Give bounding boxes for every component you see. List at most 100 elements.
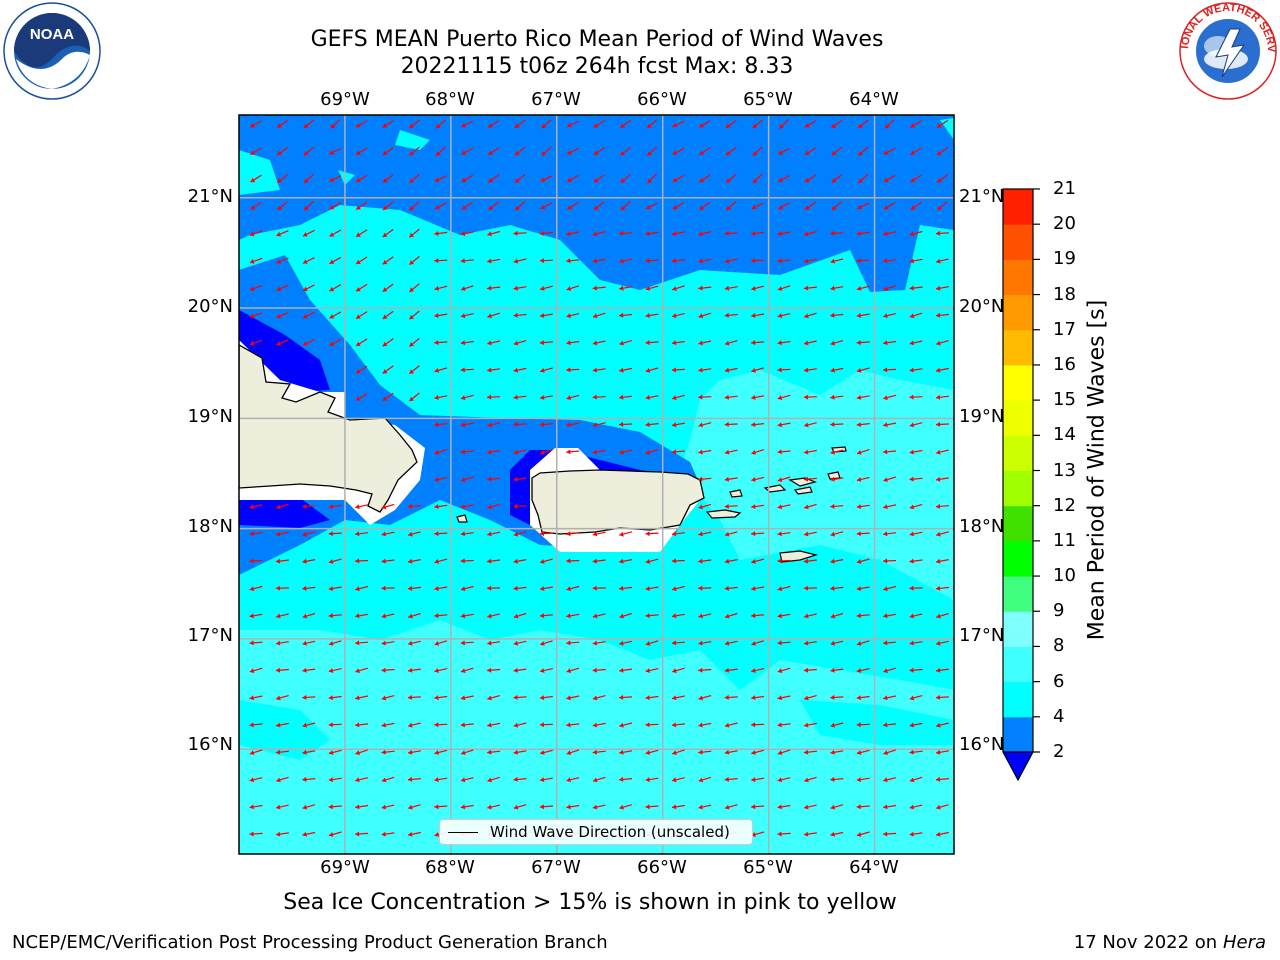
wind-wave-arrowhead [381,695,387,701]
wind-wave-arrowhead [303,314,308,319]
land-mona [456,514,468,523]
lon-label-bottom: 64°W [849,857,899,878]
wind-wave-arrowhead [725,123,731,128]
wind-wave-arrowhead [698,449,703,455]
wind-wave-arrowhead [883,613,888,619]
wind-wave-arrowhead [408,722,413,728]
wind-wave-arrowhead [909,422,915,428]
wind-wave-arrowhead [513,776,518,782]
wind-wave-arrowhead [250,150,256,155]
wind-wave-arrowhead [884,124,890,129]
wind-wave-arrowhead [249,750,255,755]
wind-wave-arrowhead [883,449,888,455]
wind-wave-arrowhead [539,804,545,810]
wind-wave-arrowhead [645,641,651,646]
wind-wave-arrowhead [724,449,730,455]
lon-label-top: 68°W [425,89,475,110]
colorbar-bin [1003,611,1033,647]
wind-wave-arrowhead [804,422,809,428]
wind-wave-arrowhead [909,804,915,810]
wind-wave-arrowhead [936,640,941,646]
wind-wave-arrowhead [751,313,756,318]
wind-wave-arrowhead [856,258,861,264]
wind-wave-arrowhead [276,313,282,319]
wind-wave-arrowhead [382,369,388,374]
wind-wave-arrowhead [540,395,545,400]
wind-wave-arrowhead [804,777,809,783]
wind-wave-arrowhead [276,613,281,619]
wind-wave-arrowhead [566,640,571,646]
wind-wave-arrowhead [751,231,756,236]
wind-wave-arrowhead [751,477,756,482]
wind-wave-arrowhead [619,804,624,810]
wind-wave-arrowhead [778,177,783,182]
wind-wave-arrowhead [724,230,729,236]
wind-wave-vectors [249,118,949,837]
wind-wave-arrowhead [777,286,783,291]
wind-wave-arrowhead [647,151,652,156]
wind-wave-arrowhead [909,585,914,591]
wind-wave-arrowhead [856,750,862,755]
colorbar-tick-label: 12 [1053,494,1076,516]
wind-wave-arrowhead [777,722,782,728]
wind-wave-arrowhead [355,804,360,810]
wind-wave-arrowhead [936,531,941,537]
wind-wave-arrowhead [909,695,915,701]
wind-wave-arrowhead [513,640,519,646]
wind-wave-arrowhead [460,586,466,592]
wind-wave-arrowhead [830,285,835,291]
wind-wave-arrowhead [830,312,835,318]
lon-label-top: 64°W [849,89,899,110]
wind-wave-arrowhead [830,749,835,755]
wind-wave-arrowhead [883,668,888,674]
wind-wave-arrowhead [619,749,624,755]
wind-wave-arrowhead [724,585,729,591]
wind-wave-arrowhead [672,177,678,182]
wind-wave-arrowhead [804,449,809,455]
lat-label-left: 20°N [187,296,233,317]
wind-wave-arrowhead [356,150,361,155]
wind-wave-arrowhead [434,586,439,591]
wind-wave-arrowhead [699,205,705,210]
wind-wave-arrowhead [328,531,333,537]
wind-wave-arrowhead [909,285,914,291]
wind-wave-arrowhead [619,285,624,291]
wind-wave-arrowhead [513,258,519,264]
wind-wave-arrowhead [804,123,810,128]
wind-wave-arrowhead [778,205,784,210]
lat-label-right: 18°N [959,516,1005,537]
wind-wave-arrowhead [830,585,835,591]
wind-wave-arrowhead [751,340,756,346]
wind-wave-arrowhead [592,394,597,400]
wind-wave-arrowhead [830,367,835,373]
wind-wave-arrowhead [276,722,281,728]
wind-wave-arrowhead [751,450,756,455]
wind-wave-arrowhead [804,231,809,237]
wind-wave-arrowhead [830,230,835,236]
wind-wave-arrowhead [513,285,518,291]
wind-wave-arrowhead [936,749,941,755]
wind-wave-arrowhead [277,205,283,210]
wind-wave-arrowhead [647,178,652,184]
wind-wave-arrowhead [724,531,730,537]
wind-wave-arrowhead [698,367,703,373]
wind-wave-arrowhead [540,586,545,591]
wind-wave-arrowhead [830,640,835,646]
wind-wave-arrowhead [487,613,492,619]
wind-wave-arrowhead [436,123,441,129]
wind-wave-arrowhead [592,340,598,346]
wind-wave-arrowhead [355,831,360,837]
wind-wave-arrowhead [883,831,888,837]
wind-wave-arrowhead [752,123,758,129]
wind-wave-arrowhead [276,831,281,837]
wind-wave-arrowhead [857,450,862,455]
wind-wave-arrowhead [275,558,281,564]
wind-wave-arrowhead [645,422,650,428]
wind-wave-arrowhead [355,586,360,592]
wind-wave-arrowhead [303,123,309,129]
lat-label-right: 19°N [959,406,1005,427]
wind-wave-arrowhead [276,341,282,346]
colorbar-tick-label: 9 [1053,600,1065,622]
wind-wave-arrowhead [620,205,626,211]
wind-wave-arrowhead [724,667,730,673]
